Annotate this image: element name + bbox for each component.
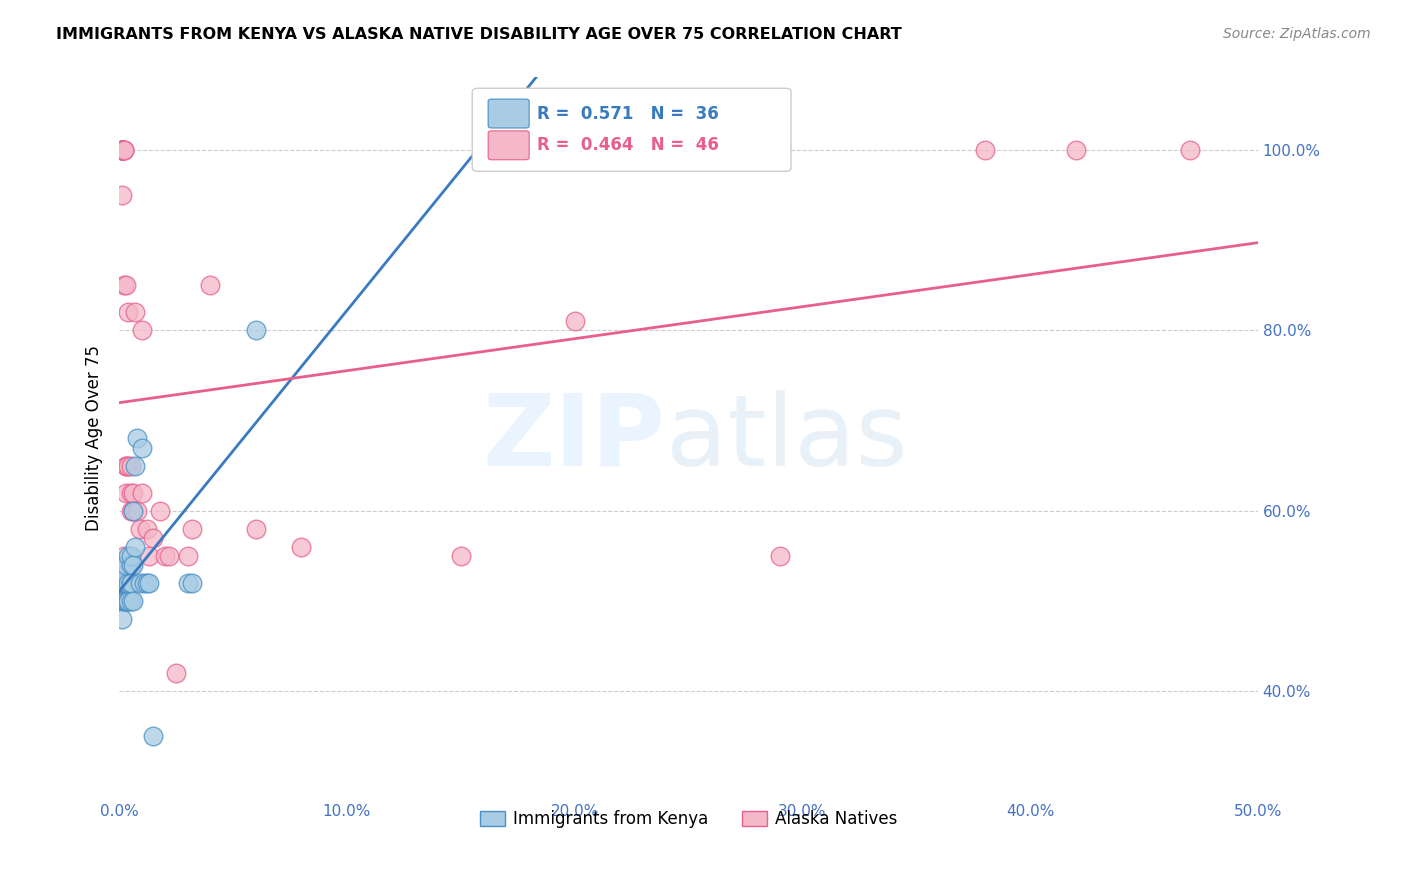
Text: ZIP: ZIP (482, 390, 666, 487)
Point (112, 143, 135, 157)
Point (112, 594, 135, 608)
Point (120, 575, 142, 590)
Point (115, 458, 138, 473)
Point (290, 540, 312, 554)
Text: Source: ZipAtlas.com: Source: ZipAtlas.com (1223, 27, 1371, 41)
Point (115, 458, 138, 473)
Point (120, 558, 142, 572)
Point (1064, 143, 1087, 157)
Text: atlas: atlas (666, 390, 907, 487)
Point (245, 323, 267, 337)
Point (176, 549, 198, 563)
Point (245, 522, 267, 536)
Point (120, 485, 142, 500)
Point (115, 575, 138, 590)
Point (110, 143, 132, 157)
Point (127, 432, 149, 446)
Point (973, 143, 995, 157)
Point (142, 531, 165, 545)
Point (110, 143, 132, 157)
Point (1178, 143, 1201, 157)
Point (110, 594, 132, 608)
Point (181, 575, 204, 590)
Point (122, 504, 145, 518)
Point (112, 278, 135, 293)
Point (112, 575, 135, 590)
Point (120, 594, 142, 608)
Point (115, 594, 138, 608)
Point (117, 305, 139, 319)
Point (131, 485, 153, 500)
Point (122, 558, 145, 572)
Point (110, 143, 132, 157)
Point (120, 549, 142, 563)
Point (124, 458, 146, 473)
Point (112, 558, 135, 572)
Point (120, 504, 142, 518)
Point (120, 575, 142, 590)
Point (127, 504, 149, 518)
Point (115, 485, 138, 500)
FancyBboxPatch shape (488, 131, 529, 160)
Point (153, 549, 176, 563)
Legend: Immigrants from Kenya, Alaska Natives: Immigrants from Kenya, Alaska Natives (472, 803, 904, 835)
Point (200, 278, 222, 293)
Point (115, 278, 138, 293)
Point (115, 558, 138, 572)
Point (110, 143, 132, 157)
Text: R =  0.571   N =  36: R = 0.571 N = 36 (537, 104, 718, 122)
Point (117, 594, 139, 608)
Point (135, 522, 157, 536)
Point (112, 143, 135, 157)
Point (769, 549, 792, 563)
FancyBboxPatch shape (488, 99, 529, 128)
Point (131, 323, 153, 337)
Point (110, 575, 132, 590)
Point (110, 612, 132, 626)
Point (128, 575, 150, 590)
Point (112, 594, 135, 608)
Point (115, 566, 138, 581)
Point (122, 504, 145, 518)
Point (134, 575, 156, 590)
Point (117, 458, 139, 473)
Point (165, 666, 187, 681)
Point (128, 522, 150, 536)
Point (149, 504, 172, 518)
Point (110, 143, 132, 157)
Point (117, 549, 139, 563)
Point (120, 458, 142, 473)
Point (122, 485, 145, 500)
Point (112, 143, 135, 157)
Point (450, 549, 472, 563)
Point (181, 522, 204, 536)
Point (564, 314, 586, 328)
Point (124, 540, 146, 554)
Point (112, 549, 135, 563)
Point (135, 575, 157, 590)
Point (117, 575, 139, 590)
Point (157, 549, 180, 563)
Point (131, 441, 153, 455)
Point (138, 575, 160, 590)
Point (115, 594, 138, 608)
Point (117, 594, 139, 608)
Text: IMMIGRANTS FROM KENYA VS ALASKA NATIVE DISABILITY AGE OVER 75 CORRELATION CHART: IMMIGRANTS FROM KENYA VS ALASKA NATIVE D… (56, 27, 903, 42)
FancyBboxPatch shape (472, 88, 792, 171)
Y-axis label: Disability Age Over 75: Disability Age Over 75 (86, 345, 103, 532)
Text: R =  0.464   N =  46: R = 0.464 N = 46 (537, 136, 718, 154)
Point (142, 729, 165, 743)
Point (176, 575, 198, 590)
Point (110, 187, 132, 202)
Point (110, 143, 132, 157)
Point (124, 305, 146, 319)
Point (138, 549, 160, 563)
Point (122, 594, 145, 608)
